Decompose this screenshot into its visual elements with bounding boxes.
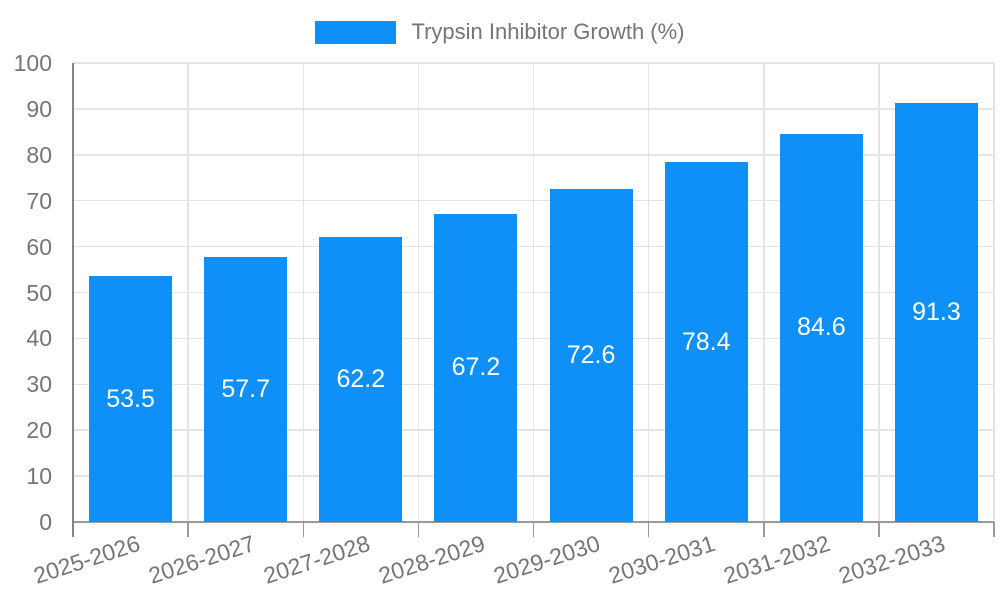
bar-value-label: 57.7: [221, 375, 271, 404]
x-tick-label: 2028-2029: [375, 530, 488, 589]
x-tick-label: 2025-2026: [29, 530, 143, 589]
x-axis-tick: [417, 522, 420, 537]
v-gridline: [187, 63, 189, 522]
v-gridline: [763, 63, 765, 522]
y-tick-label: 60: [26, 233, 52, 260]
bar: 72.6: [549, 188, 633, 522]
x-axis-tick: [302, 522, 304, 537]
legend-label: Trypsin Inhibitor Growth (%): [411, 19, 685, 44]
x-tick-label: 2027-2028: [260, 530, 373, 589]
x-axis-tick: [647, 522, 650, 537]
bar-value-label: 62.2: [336, 364, 386, 393]
x-tick-label: 2026-2027: [145, 530, 258, 589]
bar: 62.2: [319, 236, 403, 522]
bar: 53.5: [89, 276, 173, 522]
v-gridline: [417, 63, 420, 522]
y-tick-label: 10: [26, 463, 52, 490]
v-gridline: [647, 63, 650, 522]
x-axis-tick: [993, 522, 995, 537]
y-tick-label: 40: [26, 325, 52, 352]
bar: 84.6: [779, 133, 863, 522]
x-tick-label: 2032-2033: [835, 530, 949, 589]
bar: 57.7: [204, 257, 288, 522]
bar-value-label: 72.6: [566, 340, 616, 369]
y-tick-label: 20: [26, 417, 52, 444]
y-tick-label: 0: [39, 509, 52, 535]
y-tick-label: 80: [26, 141, 52, 168]
bar: 78.4: [664, 162, 748, 522]
plot-area: 53.5 57.7 62.2 67.2 72.6 78.4 84.6 91.3: [72, 62, 995, 537]
y-tick-label: 30: [26, 371, 52, 398]
y-tick-label: 100: [13, 50, 52, 76]
bar-value-label: 78.4: [681, 327, 731, 356]
v-gridline: [532, 63, 535, 522]
bar-value-label: 84.6: [796, 313, 846, 342]
y-tick-label: 50: [26, 279, 52, 306]
bar: 67.2: [434, 213, 518, 522]
y-axis-line: [72, 63, 74, 537]
legend: Trypsin Inhibitor Growth (%): [0, 19, 1000, 45]
x-axis-tick: [532, 522, 535, 537]
bar: 91.3: [894, 102, 978, 522]
bar-value-label: 91.3: [912, 297, 961, 326]
x-axis-tick: [187, 522, 189, 537]
v-gridline: [878, 63, 880, 522]
x-tick-label: 2030-2031: [605, 530, 719, 589]
x-axis-tick: [878, 522, 880, 537]
y-tick-label: 70: [26, 187, 52, 214]
bar-value-label: 67.2: [451, 353, 501, 382]
x-tick-label: 2031-2032: [720, 530, 834, 589]
x-tick-label: 2029-2030: [490, 530, 604, 589]
v-gridline: [993, 63, 995, 522]
legend-swatch: [315, 20, 397, 44]
y-tick-label: 90: [26, 95, 52, 122]
x-axis-tick: [763, 522, 765, 537]
bar-value-label: 53.5: [106, 384, 155, 413]
x-baseline: [73, 521, 994, 523]
v-gridline: [302, 63, 304, 522]
